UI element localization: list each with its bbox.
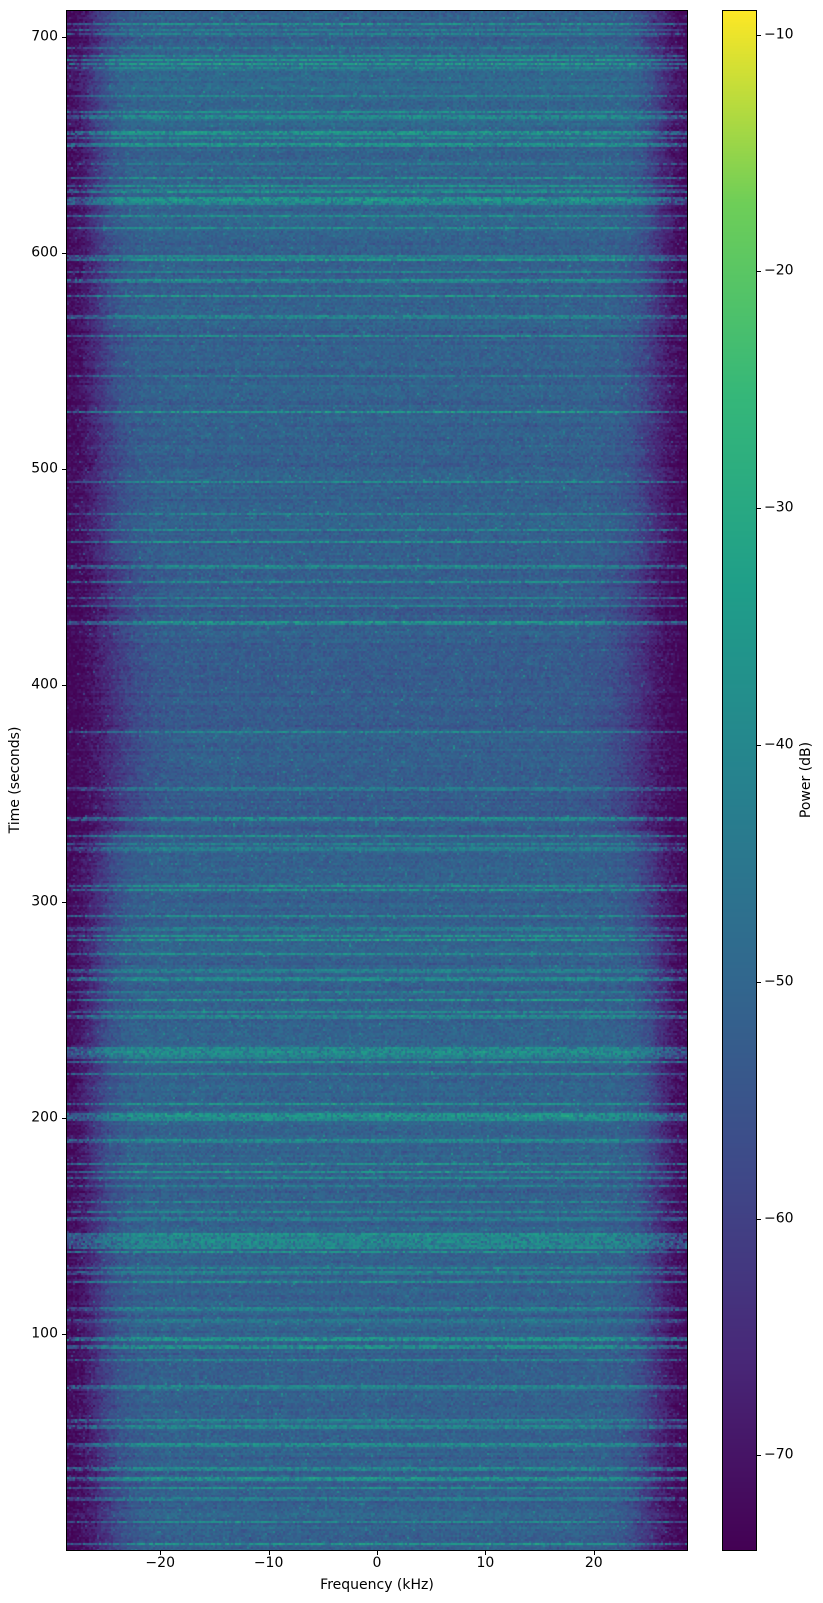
colorbar-tick-label: −30: [764, 499, 794, 516]
colorbar-tick-label: −70: [764, 1446, 794, 1463]
y-tick-mark: [62, 685, 66, 687]
colorbar-tick-mark: [757, 508, 761, 510]
colorbar-tick-label: −60: [764, 1210, 794, 1227]
y-tick-label: 400: [31, 676, 58, 693]
y-axis-label: Time (seconds): [7, 726, 23, 834]
y-tick-label: 600: [31, 244, 58, 261]
colorbar-tick-mark: [757, 1218, 761, 1220]
y-tick-label: 300: [31, 893, 58, 910]
colorbar-tick-mark: [757, 1455, 761, 1457]
x-tick-mark: [593, 1551, 595, 1555]
colorbar-tick-mark: [757, 981, 761, 983]
spectrogram-axes: [66, 10, 688, 1551]
spectrogram-heatmap: [67, 11, 687, 1550]
x-tick-mark: [160, 1551, 162, 1555]
x-tick-label: −10: [253, 1555, 284, 1571]
colorbar-tick-mark: [757, 744, 761, 746]
y-tick-label: 700: [31, 28, 58, 45]
x-tick-label: 0: [372, 1555, 382, 1571]
y-tick-label: 500: [31, 460, 58, 477]
colorbar-tick-label: −40: [764, 736, 794, 753]
y-tick-label: 200: [31, 1109, 58, 1126]
y-tick-mark: [62, 253, 66, 255]
colorbar-gradient: [723, 11, 756, 1550]
x-tick-mark: [377, 1551, 378, 1555]
colorbar-label: Power (dB): [798, 741, 814, 819]
y-tick-mark: [62, 901, 66, 903]
y-tick-mark: [62, 36, 66, 38]
x-tick-label: −20: [145, 1555, 175, 1571]
colorbar-tick-mark: [757, 34, 761, 36]
x-tick-label: 10: [476, 1555, 495, 1571]
x-tick-mark: [485, 1551, 487, 1555]
colorbar: [722, 10, 757, 1551]
x-tick-label: 20: [584, 1555, 603, 1571]
colorbar-tick-label: −50: [764, 973, 794, 990]
colorbar-tick-mark: [757, 271, 761, 273]
x-axis-label: Frequency (kHz): [320, 1577, 434, 1593]
y-tick-mark: [62, 1117, 66, 1119]
y-tick-label: 100: [31, 1325, 58, 1342]
y-tick-mark: [62, 469, 66, 471]
colorbar-tick-label: −10: [764, 26, 794, 43]
x-tick-mark: [268, 1551, 270, 1555]
colorbar-tick-label: −20: [764, 262, 794, 279]
y-tick-mark: [62, 1333, 66, 1335]
